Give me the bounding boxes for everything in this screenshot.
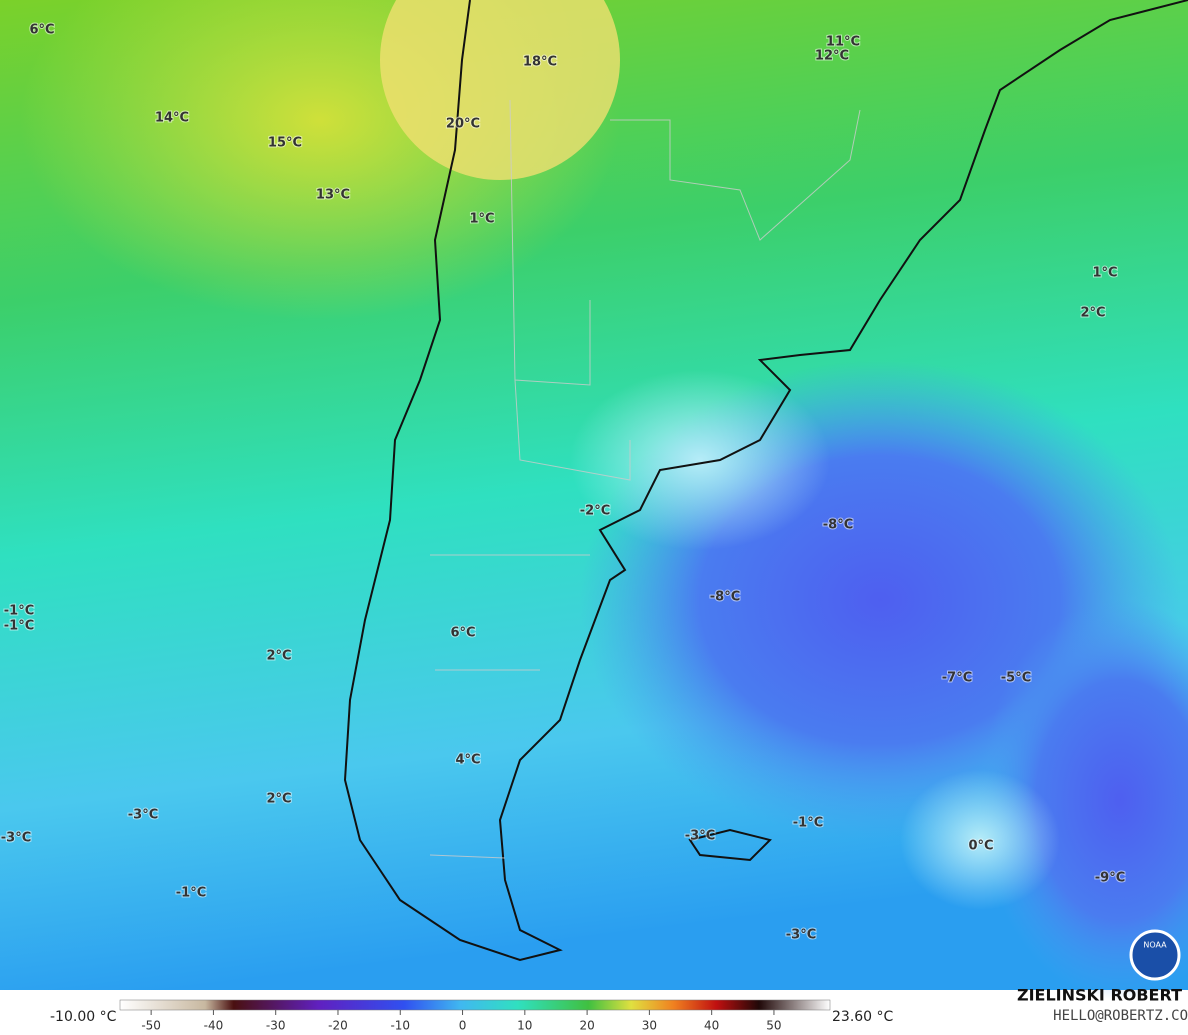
temperature-label: 12°C <box>815 49 849 64</box>
colorbar-tick-label: -20 <box>328 1019 348 1033</box>
temperature-label: 2°C <box>266 792 291 807</box>
colorbar-tick-label: 30 <box>642 1019 657 1033</box>
colorbar-tick-label: 10 <box>517 1019 532 1033</box>
colorbar-tick-label: 20 <box>579 1019 594 1033</box>
warm-area <box>380 0 620 180</box>
temperature-label: 0°C <box>968 839 993 854</box>
noaa-logo <box>1129 929 1181 981</box>
temperature-label: -1°C <box>4 604 34 619</box>
colorbar-tick-label: -40 <box>204 1019 224 1033</box>
borders <box>429 99 861 859</box>
temperature-label: -3°C <box>685 829 715 844</box>
colorbar-tick-label: -50 <box>141 1019 161 1033</box>
temperature-label: -8°C <box>823 518 853 533</box>
colorbar-tick-label: 50 <box>766 1019 781 1033</box>
temperature-label: 18°C <box>523 55 557 70</box>
temperature-label: -1°C <box>793 816 823 831</box>
temperature-label: 6°C <box>450 626 475 641</box>
colorbar-max: 23.60 °C <box>832 1009 894 1025</box>
colorbar-tick-label: -10 <box>390 1019 410 1033</box>
colorbar-tick-label: 0 <box>459 1019 467 1033</box>
temperature-label: -1°C <box>4 619 34 634</box>
temperature-label: 13°C <box>316 188 350 203</box>
colorbar-tick-label: -30 <box>266 1019 286 1033</box>
colorbar <box>119 999 831 1011</box>
temperature-label: 2°C <box>1080 306 1105 321</box>
temperature-label: -3°C <box>786 928 816 943</box>
temperature-label: 11°C <box>826 35 860 50</box>
temperature-label: 14°C <box>155 111 189 126</box>
temperature-label: 2°C <box>266 649 291 664</box>
noaa-logo-text: NOAA <box>1143 941 1167 950</box>
temperature-label: -9°C <box>1095 871 1125 886</box>
mild-area <box>900 770 1060 910</box>
coastline <box>343 0 1188 962</box>
cold-area <box>980 600 1188 1000</box>
temperature-label: -8°C <box>710 590 740 605</box>
credit-name: ZIELINSKI ROBERT <box>1017 986 1182 1005</box>
temperature-label: -3°C <box>128 808 158 823</box>
temperature-label: 4°C <box>455 753 480 768</box>
mild-area <box>570 370 830 550</box>
temperature-label: -5°C <box>1001 671 1031 686</box>
temperature-label: -7°C <box>942 671 972 686</box>
colorbar-tick-label: 40 <box>704 1019 719 1033</box>
temperature-label: 1°C <box>1092 266 1117 281</box>
temperature-label: 20°C <box>446 117 480 132</box>
temperature-label: -1°C <box>176 886 206 901</box>
temperature-label: -2°C <box>580 504 610 519</box>
temperature-label: 6°C <box>29 23 54 38</box>
temperature-label: -3°C <box>1 831 31 846</box>
credit-email: HELLO@ROBERTZ.CO <box>1053 1008 1188 1024</box>
colorbar-min: -10.00 °C <box>50 1009 117 1025</box>
temperature-label: 15°C <box>268 136 302 151</box>
temperature-label: 1°C <box>469 212 494 227</box>
